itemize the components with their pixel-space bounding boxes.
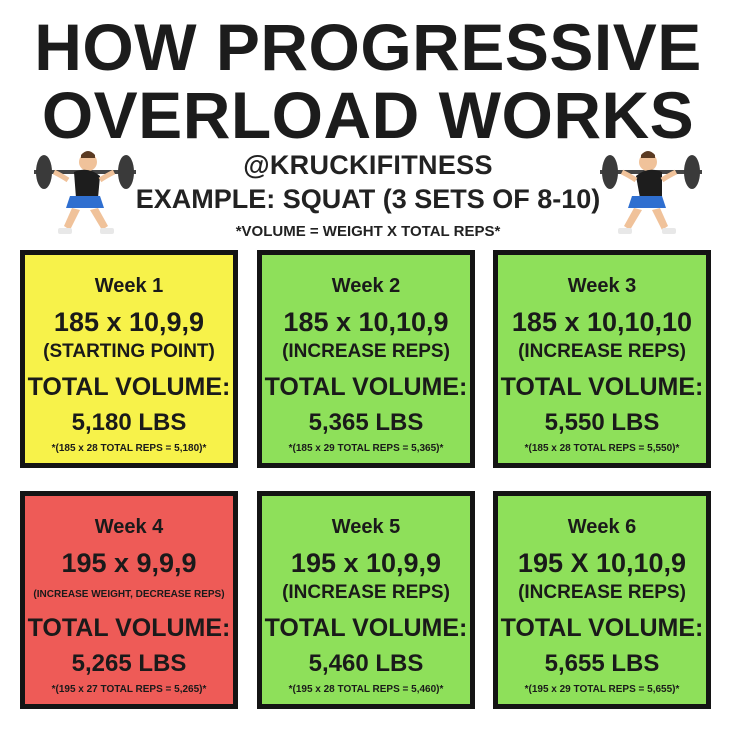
week-label: Week 4 (94, 516, 164, 538)
volume-calculation: *(185 x 28 TOTAL REPS = 5,180)* (51, 443, 207, 454)
total-volume-label: TOTAL VOLUME: (500, 373, 704, 401)
week-card: Week 3 185 x 10,10,10 (INCREASE REPS) TO… (493, 250, 711, 468)
squat-lifter-icon (600, 151, 702, 234)
author-handle: @KRUCKIFITNESS (243, 150, 493, 180)
week-card: Week 1 185 x 10,9,9 (STARTING POINT) TOT… (20, 250, 238, 468)
total-volume-label: TOTAL VOLUME: (27, 373, 231, 401)
total-volume-label: TOTAL VOLUME: (264, 373, 468, 401)
squat-lifter-icon (34, 151, 136, 234)
page-title-line-2: OVERLOAD WORKS (41, 78, 695, 152)
week-card: Week 2 185 x 10,10,9 (INCREASE REPS) TOT… (257, 250, 475, 468)
sets-reps: 185 x 10,9,9 (53, 307, 205, 337)
progression-note: (INCREASE REPS) (282, 582, 450, 603)
sets-reps: 195 x 10,9,9 (290, 548, 442, 578)
example-subtitle: EXAMPLE: SQUAT (3 SETS OF 8-10) (135, 184, 601, 214)
progression-note: (INCREASE WEIGHT, DECREASE REPS) (33, 589, 225, 600)
week-card: Week 6 195 X 10,10,9 (INCREASE REPS) TOT… (493, 491, 711, 709)
volume-calculation: *(185 x 29 TOTAL REPS = 5,365)* (288, 443, 444, 454)
total-volume-value: 5,460 LBS (308, 650, 424, 677)
progression-note: (INCREASE REPS) (518, 582, 686, 603)
volume-calculation: *(195 x 27 TOTAL REPS = 5,265)* (51, 684, 207, 695)
week-card: Week 4 195 x 9,9,9 (INCREASE WEIGHT, DEC… (20, 491, 238, 709)
volume-calculation: *(195 x 29 TOTAL REPS = 5,655)* (524, 684, 680, 695)
total-volume-value: 5,550 LBS (544, 409, 660, 436)
sets-reps: 195 x 9,9,9 (61, 548, 197, 578)
volume-calculation: *(195 x 28 TOTAL REPS = 5,460)* (288, 684, 444, 695)
progression-note: (INCREASE REPS) (282, 341, 450, 362)
week-label: Week 3 (567, 275, 637, 297)
sets-reps: 185 x 10,10,9 (283, 307, 449, 337)
total-volume-label: TOTAL VOLUME: (27, 614, 231, 642)
total-volume-label: TOTAL VOLUME: (500, 614, 704, 642)
week-label: Week 5 (331, 516, 401, 538)
week-card: Week 5 195 x 10,9,9 (INCREASE REPS) TOTA… (257, 491, 475, 709)
page-title-line-1: HOW PROGRESSIVE (34, 10, 702, 84)
sets-reps: 195 X 10,10,9 (517, 548, 687, 578)
sets-reps: 185 x 10,10,10 (511, 307, 693, 337)
total-volume-value: 5,655 LBS (544, 650, 660, 677)
volume-calculation: *(185 x 28 TOTAL REPS = 5,550)* (524, 443, 680, 454)
progression-note: (STARTING POINT) (43, 341, 215, 362)
total-volume-label: TOTAL VOLUME: (264, 614, 468, 642)
total-volume-value: 5,365 LBS (308, 409, 424, 436)
week-label: Week 6 (567, 516, 637, 538)
progression-note: (INCREASE REPS) (518, 341, 686, 362)
week-label: Week 1 (94, 275, 164, 297)
week-label: Week 2 (331, 275, 401, 297)
total-volume-value: 5,180 LBS (71, 409, 187, 436)
volume-formula-note: *VOLUME = WEIGHT X TOTAL REPS* (235, 223, 501, 240)
total-volume-value: 5,265 LBS (71, 650, 187, 677)
